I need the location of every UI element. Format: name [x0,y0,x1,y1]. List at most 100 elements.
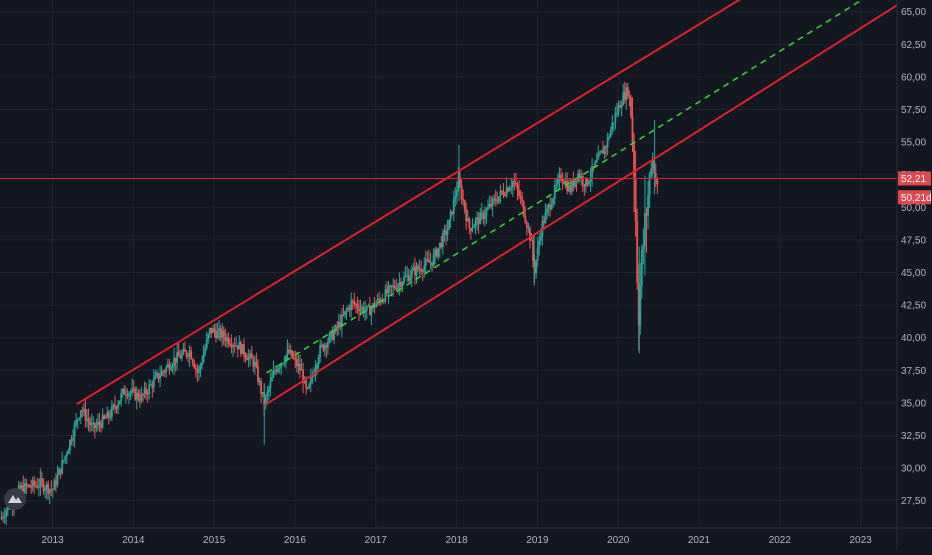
grid [0,0,897,528]
candle-body [121,389,124,394]
candle-body [283,362,286,364]
candle-body [491,198,494,207]
candle-body [344,311,346,315]
candle-body [120,393,123,401]
candle-body [555,184,558,186]
candle-body [174,357,177,363]
candle-body [395,288,398,290]
price-badge [898,190,931,205]
candle-body [373,303,376,308]
candle-body [345,310,348,312]
candle-body [353,300,356,304]
candle-body [521,196,524,202]
candle-body [339,321,342,328]
candle-body [100,424,102,428]
x-tick-label: 2016 [284,535,307,546]
candle-body [614,113,617,123]
y-tick-label: 45,00 [901,268,926,279]
candle-body [389,285,391,287]
candle-body [480,212,483,214]
tradingview-logo-icon[interactable] [4,488,26,510]
candle-body [375,303,377,308]
candle-body [572,180,575,187]
candle-body [266,391,269,397]
candle-body [525,222,528,228]
candle-body [160,371,163,376]
candle-body [45,484,48,490]
candle-body [244,355,247,359]
candle-body [239,342,242,354]
candle-body [454,196,457,199]
candle-body [497,196,500,203]
candle-body [606,137,609,148]
candle-body [414,267,416,276]
candle-body [628,95,631,98]
candle-body [241,344,244,354]
candle-body [455,190,458,197]
candle-body [608,136,611,138]
candle-body [603,146,606,154]
candle-body [313,374,315,377]
candle-body [196,368,199,373]
candle-body [233,345,236,347]
candle-body [267,388,270,392]
candle-body [595,159,598,163]
candle-body [435,249,438,257]
candle-body [496,201,499,203]
candle-body [340,314,343,328]
candle-body [553,185,556,199]
candle-body [89,421,92,426]
candle-body [69,439,71,451]
candle-body [362,306,365,314]
candle-body [617,105,620,114]
x-tick-label: 2013 [41,535,64,546]
candle-body [59,468,62,474]
candle-body [274,370,276,372]
candle-body [306,387,309,389]
candle-body [253,361,256,367]
candle-body [471,227,474,231]
candle-body [592,166,595,168]
candle-body [101,415,104,428]
candle-body [257,366,259,382]
candle-body [117,404,120,409]
candle-body [656,179,659,184]
candle-body [72,437,74,442]
candle-body [505,187,508,196]
candle-body [302,369,304,384]
candle-body [424,259,427,266]
candle-body [507,187,510,192]
candle-body [645,213,648,216]
candle-body [205,339,208,349]
candle-body [493,198,496,200]
candle-body [114,404,116,408]
candle-body [281,363,284,365]
candle-body [421,271,424,273]
candle-body [182,349,185,354]
y-tick-label: 57,50 [901,105,926,116]
candle-body [547,204,550,209]
candle-body [212,328,214,333]
candle-body [216,330,219,339]
y-tick-label: 62,50 [901,40,926,51]
candle-body [246,358,248,361]
candle-body [168,364,171,371]
candle-body [275,370,278,372]
candle-body [65,454,68,456]
candle-body [322,344,325,351]
candle-body [118,400,121,405]
y-tick-label: 55,00 [901,138,926,149]
candle-body [539,236,542,241]
candle-body [95,425,98,429]
candle-body [634,177,637,222]
candle-body [625,87,628,100]
candle-body [44,489,46,491]
candle-body [255,361,258,367]
y-tick-label: 40,00 [901,333,926,344]
candle-body [185,351,188,356]
candle-body [459,177,461,186]
candle-body [463,200,466,209]
